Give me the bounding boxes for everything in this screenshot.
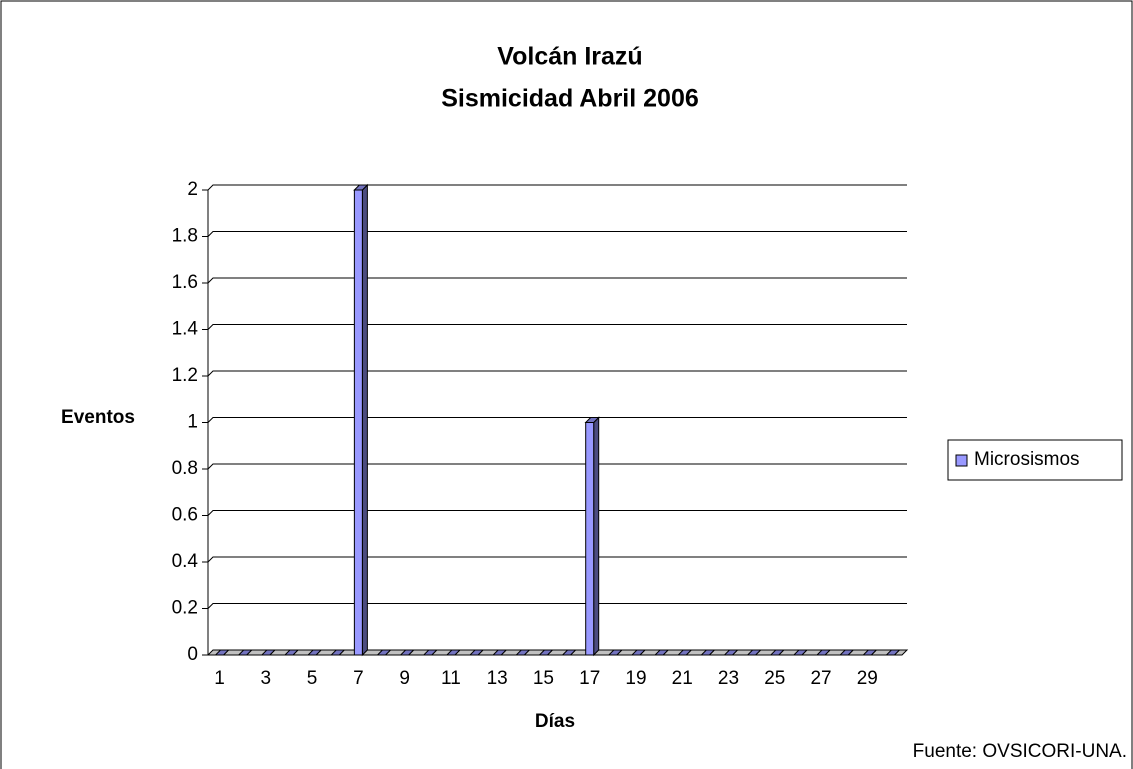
bar-top: [538, 649, 554, 656]
grid-line: [207, 370, 907, 377]
grid-line: [207, 603, 907, 609]
bar-top: [838, 649, 855, 656]
bar-top: [653, 649, 670, 656]
x-tick-label: 1: [214, 668, 225, 689]
bar-top: [746, 649, 762, 656]
bar-top: [677, 649, 693, 656]
y-tick-label: 0.8: [172, 458, 198, 479]
bar-top: [885, 649, 901, 656]
bar-top: [283, 649, 300, 656]
bar-top: [376, 649, 392, 656]
y-tick-label: 1.2: [172, 365, 198, 386]
bar-top: [792, 649, 809, 656]
x-tick-label: 13: [487, 668, 508, 689]
y-axis-label: Eventos: [61, 407, 135, 428]
x-tick-label: 11: [441, 668, 461, 689]
x-tick-label: 25: [764, 668, 785, 689]
x-tick-label: 3: [261, 668, 272, 689]
bar-top: [607, 649, 624, 656]
x-tick-label: 29: [857, 668, 878, 689]
x-tick-label: 17: [579, 668, 600, 689]
bar: [585, 422, 595, 656]
x-tick-label: 21: [672, 668, 693, 689]
grid-line: [207, 510, 907, 516]
y-tick-label: 2: [187, 179, 198, 200]
grid-line: [207, 417, 907, 423]
bar-top: [630, 649, 647, 656]
bar-top: [584, 417, 600, 423]
bar-top: [214, 649, 230, 656]
y-tick-label: 0: [187, 644, 198, 665]
y-tick-label: 0.4: [172, 551, 199, 572]
y-tick-label: 1.6: [172, 272, 198, 293]
bar-top: [237, 649, 253, 656]
legend-swatch: [955, 454, 968, 467]
bar-top: [769, 649, 785, 656]
bar-side: [361, 183, 368, 657]
grid-line: [207, 324, 907, 330]
bar-top: [815, 649, 832, 656]
x-axis-label: Días: [535, 711, 575, 732]
bar-top: [468, 649, 485, 656]
bar-top: [723, 649, 739, 656]
grid-line: [207, 184, 907, 191]
y-tick-label: 1: [187, 412, 198, 433]
bar-top: [445, 649, 462, 656]
x-tick-label: 15: [533, 668, 554, 689]
bar-top: [491, 649, 508, 656]
bar-top: [515, 649, 531, 656]
x-tick-label: 9: [399, 668, 410, 689]
source-note: Fuente: OVSICORI-UNA.: [913, 741, 1127, 762]
grid-line: [207, 231, 907, 237]
chart-title: Volcán Irazú: [497, 43, 642, 71]
bar-top: [399, 649, 415, 656]
y-tick-label: 1.4: [172, 319, 199, 340]
bar-top: [561, 649, 577, 656]
bar-top: [862, 649, 878, 656]
y-tick-label: 1.8: [172, 226, 198, 247]
bar-top: [260, 649, 277, 656]
bar-top: [306, 649, 323, 656]
x-tick-label: 5: [307, 668, 318, 689]
bar-top: [353, 184, 369, 191]
legend-box: [947, 439, 1123, 481]
bar-top: [422, 649, 438, 656]
grid-line: [207, 277, 907, 284]
bar: [353, 189, 363, 656]
x-tick-label: 7: [353, 668, 364, 689]
grid-line: [207, 556, 907, 563]
y-tick-label: 0.2: [172, 598, 198, 619]
x-tick-label: 23: [718, 668, 739, 689]
legend-label: Microsismos: [974, 449, 1080, 470]
x-tick-label: 19: [625, 668, 646, 689]
bar-top: [700, 649, 716, 656]
bar-side: [593, 416, 600, 657]
x-tick-label: 27: [810, 668, 831, 689]
grid-line: [207, 463, 907, 470]
y-tick-label: 0.6: [172, 505, 198, 526]
chart-subtitle: Sismicidad Abril 2006: [441, 85, 699, 113]
bar-top: [330, 649, 346, 656]
